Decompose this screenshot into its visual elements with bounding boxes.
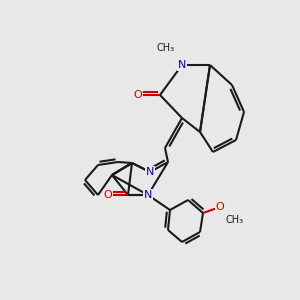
Text: N: N	[178, 60, 186, 70]
Text: CH₃: CH₃	[157, 43, 175, 53]
Text: CH₃: CH₃	[226, 215, 244, 225]
Text: N: N	[146, 167, 154, 177]
Text: O: O	[103, 190, 112, 200]
Text: O: O	[216, 202, 224, 212]
Text: O: O	[134, 90, 142, 100]
Text: N: N	[144, 190, 152, 200]
